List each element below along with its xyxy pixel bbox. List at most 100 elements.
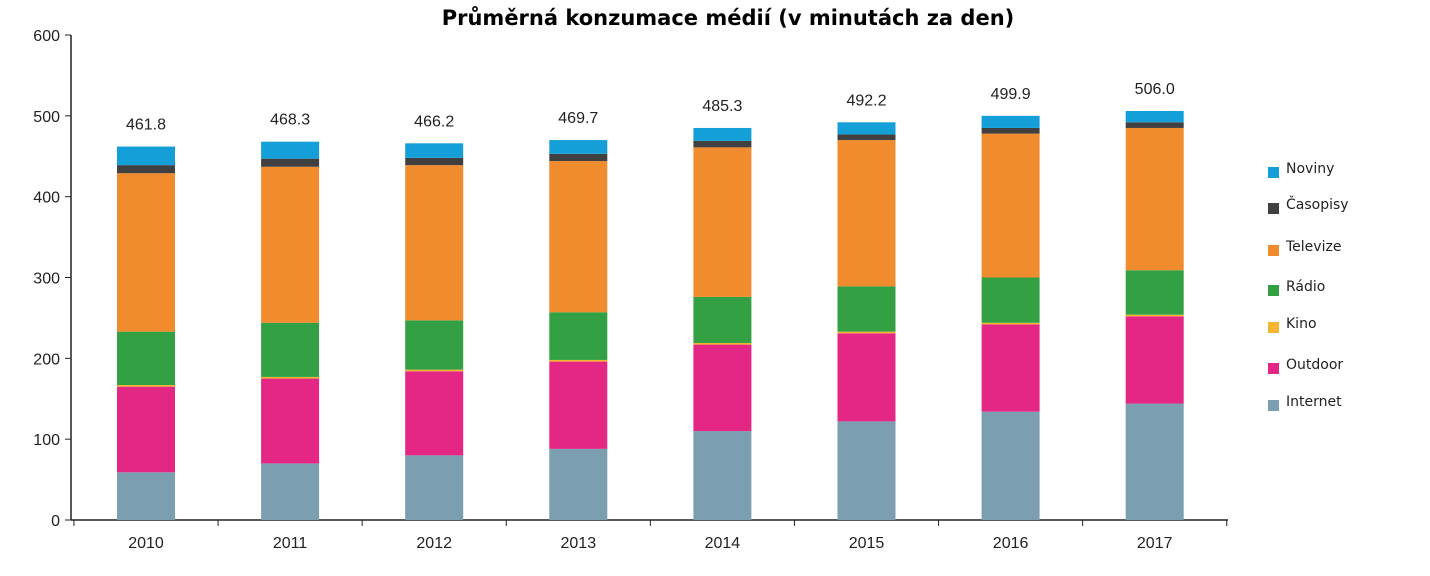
bar-segment-casopisy bbox=[405, 157, 464, 166]
y-tick-label: 200 bbox=[33, 351, 60, 368]
y-tick-label: 300 bbox=[33, 271, 60, 288]
y-tick-label: 500 bbox=[33, 109, 60, 126]
bar-total-label: 499.9 bbox=[991, 86, 1031, 103]
bar-segment-kino bbox=[1125, 314, 1184, 317]
legend-item: Kino bbox=[1268, 315, 1418, 335]
legend-label: Kino bbox=[1286, 316, 1317, 332]
bar-segment-radio bbox=[405, 320, 464, 370]
bar-segment-radio bbox=[837, 286, 896, 332]
bar-segment-televize bbox=[261, 166, 320, 323]
bar-total-label: 461.8 bbox=[126, 117, 166, 134]
bar-segment-noviny bbox=[117, 146, 175, 166]
bar-segment-noviny bbox=[405, 143, 464, 158]
bar-segment-kino bbox=[117, 385, 175, 387]
chart-title: Průměrná konzumace médií (v minutách za … bbox=[441, 6, 1015, 30]
x-tick-label: 2016 bbox=[993, 535, 1029, 552]
bar-segment-casopisy bbox=[981, 127, 1040, 134]
bar-segment-noviny bbox=[549, 140, 608, 154]
bar-segment-kino bbox=[549, 359, 608, 362]
y-tick-label: 0 bbox=[51, 513, 60, 530]
bar-segment-casopisy bbox=[693, 140, 752, 148]
bar-segment-radio bbox=[1125, 270, 1184, 315]
bar-segment-televize bbox=[1125, 127, 1184, 271]
bar-total-label: 468.3 bbox=[270, 112, 310, 129]
bar-segment-televize bbox=[117, 173, 175, 332]
bar-segment-outdoor bbox=[1125, 316, 1184, 404]
bar-segment-casopisy bbox=[117, 165, 175, 174]
legend-label: Internet bbox=[1286, 394, 1342, 410]
bar-segment-internet bbox=[549, 448, 608, 520]
bar-segment-kino bbox=[693, 342, 752, 345]
bar-segment-outdoor bbox=[405, 371, 464, 456]
legend-label: Noviny bbox=[1286, 161, 1335, 177]
bar-segment-noviny bbox=[837, 122, 896, 135]
bar-segment-televize bbox=[405, 165, 464, 321]
bar-segment-internet bbox=[117, 472, 175, 520]
x-tick-label: 2017 bbox=[1137, 535, 1173, 552]
bar-segment-internet bbox=[1125, 403, 1184, 520]
bar-segment-kino bbox=[405, 369, 464, 372]
legend-swatch bbox=[1268, 245, 1279, 256]
bar-segment-radio bbox=[981, 277, 1040, 323]
bar-segment-outdoor bbox=[117, 386, 175, 473]
legend-swatch bbox=[1268, 167, 1279, 178]
legend-swatch bbox=[1268, 400, 1279, 411]
legend-item: Outdoor bbox=[1268, 356, 1418, 376]
bar-segment-casopisy bbox=[549, 153, 608, 162]
bar-segment-radio bbox=[117, 331, 175, 386]
bar-segment-casopisy bbox=[1125, 122, 1184, 128]
legend-item: Časopisy bbox=[1268, 196, 1418, 216]
legend-swatch bbox=[1268, 322, 1279, 333]
bar-total-label: 485.3 bbox=[702, 98, 742, 115]
bar-segment-televize bbox=[981, 133, 1040, 278]
bar-segment-internet bbox=[693, 431, 752, 520]
legend-label: Televize bbox=[1286, 239, 1342, 255]
y-tick-label: 400 bbox=[33, 190, 60, 207]
bar-segment-internet bbox=[981, 411, 1040, 520]
bar-segment-radio bbox=[261, 322, 320, 377]
bar-total-label: 466.2 bbox=[414, 113, 454, 130]
x-tick-label: 2013 bbox=[561, 535, 597, 552]
bar-total-label: 492.2 bbox=[846, 92, 886, 109]
legend-swatch bbox=[1268, 363, 1279, 374]
x-tick-label: 2012 bbox=[416, 535, 452, 552]
legend-label: Rádio bbox=[1286, 279, 1326, 295]
bar-segment-radio bbox=[693, 296, 752, 343]
bar-segment-noviny bbox=[693, 127, 752, 141]
bar-segment-noviny bbox=[261, 141, 320, 159]
bar-segment-kino bbox=[981, 322, 1040, 325]
legend-swatch bbox=[1268, 203, 1279, 214]
bar-segment-outdoor bbox=[837, 333, 896, 422]
bar-segment-outdoor bbox=[693, 344, 752, 432]
bar-segment-casopisy bbox=[837, 134, 896, 141]
x-tick-label: 2010 bbox=[128, 535, 164, 552]
y-tick-label: 600 bbox=[33, 28, 60, 45]
legend-label: Časopisy bbox=[1286, 197, 1349, 213]
x-tick-label: 2014 bbox=[705, 535, 741, 552]
legend-item: Televize bbox=[1268, 238, 1418, 258]
bar-segment-televize bbox=[693, 147, 752, 297]
legend-item: Noviny bbox=[1268, 160, 1418, 180]
bar-segment-radio bbox=[549, 312, 608, 360]
bar-total-label: 469.7 bbox=[558, 110, 598, 127]
bar-segment-outdoor bbox=[549, 361, 608, 449]
bar-segment-internet bbox=[405, 455, 464, 520]
legend-item: Rádio bbox=[1268, 278, 1418, 298]
bar-segment-televize bbox=[549, 161, 608, 313]
bar-segment-kino bbox=[261, 376, 320, 379]
bar-segment-internet bbox=[837, 421, 896, 520]
legend-swatch bbox=[1268, 285, 1279, 296]
legend-label: Outdoor bbox=[1286, 357, 1344, 373]
bar-segment-televize bbox=[837, 140, 896, 287]
bar-segment-noviny bbox=[981, 115, 1040, 128]
x-tick-label: 2015 bbox=[849, 535, 885, 552]
bar-segment-outdoor bbox=[981, 324, 1040, 412]
bar-segment-internet bbox=[261, 463, 320, 520]
bar-segment-noviny bbox=[1125, 110, 1184, 123]
bar-segment-outdoor bbox=[261, 378, 320, 464]
bar-segment-casopisy bbox=[261, 158, 320, 167]
x-tick-label: 2011 bbox=[273, 535, 308, 552]
y-tick-label: 100 bbox=[33, 432, 60, 449]
bar-total-label: 506.0 bbox=[1135, 81, 1175, 98]
